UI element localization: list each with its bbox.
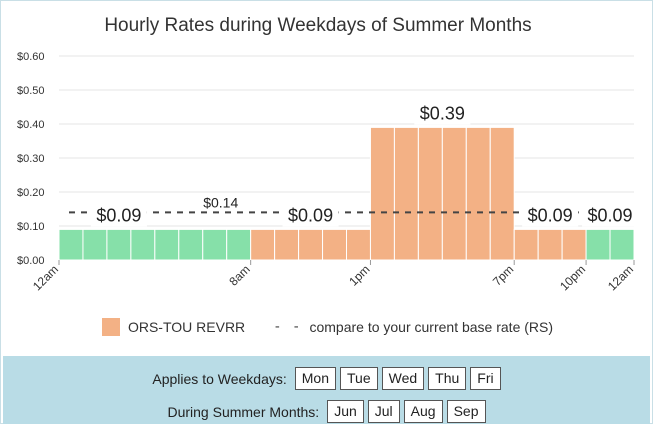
rate-label-bg [282, 204, 339, 227]
x-axis: 12am 8am 1pm 7pm 10pm 12am [30, 260, 636, 293]
hour-bar [561, 228, 587, 261]
hour-bar [393, 126, 419, 261]
hour-bar [322, 228, 347, 261]
month-chip-jul[interactable]: Jul [367, 400, 400, 423]
weekday-chips: Mon Tue Wed Thu Fri [294, 367, 501, 390]
weekdays-row: Applies to Weekdays: Mon Tue Wed Thu Fri [3, 367, 650, 390]
hour-bar [369, 126, 395, 261]
hour-bar [537, 228, 563, 261]
x-tick-label: 10pm [557, 262, 588, 293]
month-chips: Jun Jul Aug Sep [327, 400, 486, 423]
legend-swatch-tou [101, 318, 120, 336]
hour-bar [513, 228, 539, 261]
y-tick-label: $0.20 [17, 187, 45, 199]
rate-label-bg [582, 204, 639, 227]
hour-bar [202, 228, 228, 261]
hour-bar [417, 126, 443, 261]
legend: ORS-TOU REVRR - - compare to your curren… [1, 318, 653, 336]
rate-label: $0.09 [528, 205, 573, 225]
legend-item-tou[interactable]: ORS-TOU REVRR [101, 318, 246, 336]
weekday-chip-wed[interactable]: Wed [381, 367, 425, 390]
hour-bar [346, 228, 371, 261]
rate-label-bg [522, 204, 579, 227]
y-tick-label: $0.50 [17, 85, 45, 97]
hour-bar [58, 228, 84, 261]
y-tick-label: $0.10 [17, 221, 45, 233]
x-tick-label: 7pm [490, 262, 516, 288]
legend-label-tou: ORS-TOU REVRR [127, 319, 246, 335]
x-tick-label: 8am [226, 262, 252, 288]
weekday-chip-thu[interactable]: Thu [428, 367, 467, 390]
month-chip-sep[interactable]: Sep [446, 400, 486, 423]
hour-bar [298, 228, 324, 261]
rate-label-bg [90, 204, 147, 227]
month-chip-jun[interactable]: Jun [327, 400, 364, 423]
weekday-chip-tue[interactable]: Tue [340, 367, 378, 390]
rate-label: $0.39 [420, 103, 465, 123]
legend-label-base-rate: compare to your current base rate (RS) [309, 319, 554, 335]
rate-labels: $0.09 $0.09 $0.39 $0.09 $0.09 $0.14 [90, 102, 639, 227]
x-tick-label: 12am [605, 262, 636, 293]
hour-bar [250, 228, 276, 261]
legend-item-base-rate[interactable]: - - compare to your current base rate (R… [273, 319, 553, 335]
hour-bar [274, 228, 300, 261]
months-row: During Summer Months: Jun Jul Aug Sep [3, 400, 650, 423]
rate-label: $0.09 [288, 205, 333, 225]
rate-label-bg [414, 102, 471, 125]
month-chip-aug[interactable]: Aug [403, 400, 443, 423]
y-tick-label: $0.30 [17, 153, 45, 165]
weekday-chip-fri[interactable]: Fri [470, 367, 501, 390]
filter-panel: Applies to Weekdays: Mon Tue Wed Thu Fri Dur… [3, 356, 650, 424]
hour-bar [154, 228, 180, 261]
y-axis: $0.00 $0.10 $0.20 $0.30 $0.40 $0.50 $0.60 [17, 51, 45, 267]
hour-bar [82, 228, 108, 261]
y-tick-label: $0.00 [17, 255, 45, 267]
x-tick-label: 1pm [346, 262, 372, 288]
months-label: During Summer Months: [167, 403, 320, 420]
hour-bar [226, 228, 252, 261]
y-tick-label: $0.40 [17, 119, 45, 131]
hour-bar [178, 228, 204, 261]
hour-bar [489, 126, 515, 261]
rate-label: $0.09 [588, 205, 633, 225]
rate-label: $0.09 [96, 205, 141, 225]
rate-chart-svg: $0.00 $0.10 $0.20 $0.30 $0.40 $0.50 $0.60 $0.0… [17, 51, 639, 293]
dashed-line-icon: - - [273, 319, 302, 335]
hour-bar [130, 228, 156, 261]
hour-bar [106, 228, 132, 261]
hour-bar [465, 126, 491, 261]
hour-bar [609, 228, 635, 261]
weekday-chip-mon[interactable]: Mon [294, 367, 336, 390]
hour-bar [441, 126, 467, 261]
y-tick-label: $0.60 [17, 51, 45, 63]
bars [58, 126, 635, 261]
base-rate-label: $0.14 [203, 194, 238, 210]
weekdays-label: Applies to Weekdays: [152, 370, 287, 387]
chart-title: Hourly Rates during Weekdays of Summer M… [104, 15, 532, 36]
hour-bar [585, 228, 611, 261]
